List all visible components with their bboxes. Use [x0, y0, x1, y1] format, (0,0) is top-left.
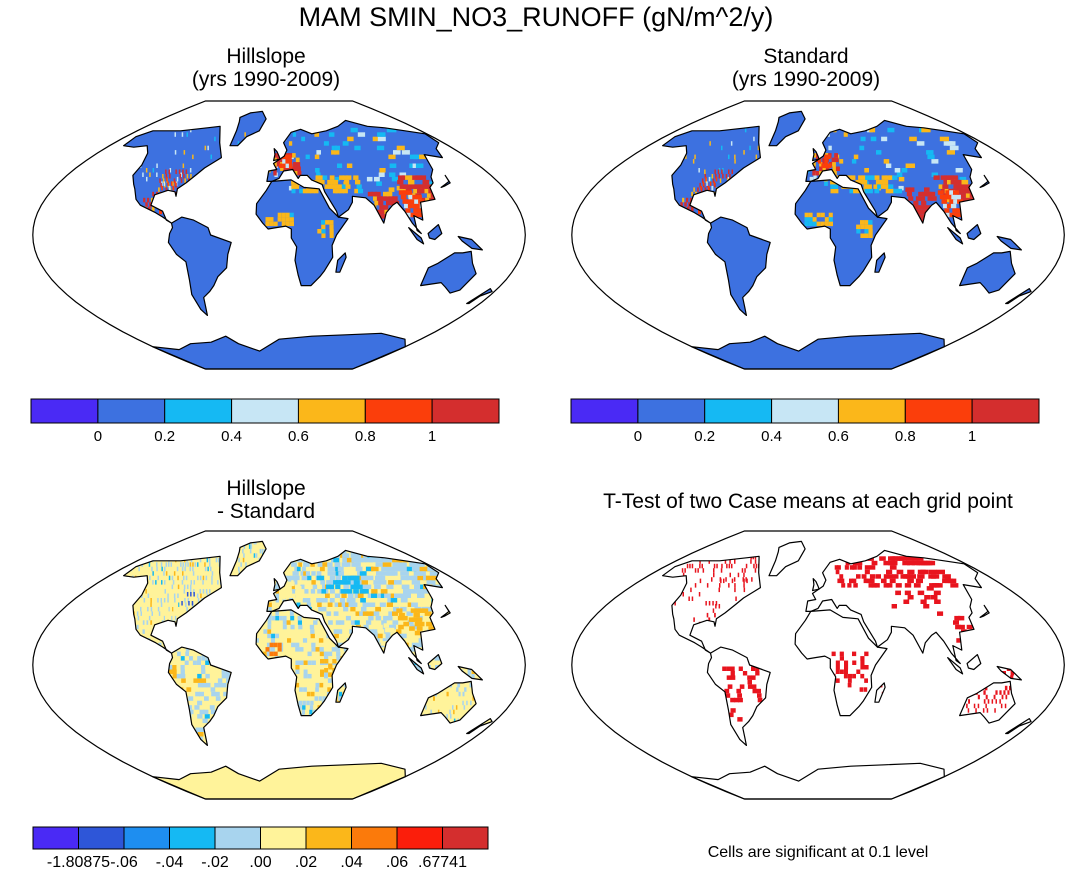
colorbar-difference: -1.80875 -.06 -.04 -.02 .00 .02 .04 .06 .67741 [32, 826, 489, 871]
colorbar-box-2 [704, 398, 773, 424]
land-antarctica [152, 763, 406, 799]
land-britain [812, 578, 820, 591]
colorbar-box-5 [260, 826, 307, 850]
colorbar-tick-label: 0 [94, 428, 102, 445]
colorbar-tick-label: 0.6 [828, 428, 849, 445]
colorbar-box-6 [431, 398, 500, 424]
significance-note: Cells are significant at 0.1 level [707, 844, 929, 861]
colorbar-tick-label: -1.80875 [47, 854, 110, 871]
colorbar-box-4 [214, 826, 261, 850]
panel-title-difference: Hillslope - Standard [116, 477, 416, 523]
colorbar-box-8 [396, 826, 443, 850]
ocean [32, 101, 526, 369]
land-africa [795, 179, 887, 286]
panel-hillslope-subtitle: (yrs 1990-2009) [191, 68, 341, 91]
globe-outline [32, 530, 526, 800]
coastlines [123, 110, 493, 370]
ocean [571, 101, 1065, 369]
colorbar-tick-label: -.02 [201, 854, 229, 871]
colorbar-hillslope: 0 0.2 0.4 0.6 0.8 1 [30, 398, 500, 445]
colorbar-box-2 [164, 398, 233, 424]
land-southamerica [168, 217, 232, 316]
colorbar-box-0 [30, 398, 99, 424]
colorbar-tick-label: .67741 [418, 854, 467, 871]
colorbar-box-5 [904, 398, 973, 424]
land-antarctica [152, 333, 406, 369]
land-southamerica [707, 217, 771, 316]
colorbar-box-2 [123, 826, 170, 850]
colorbar-tick-label: 1 [968, 428, 976, 445]
ocean [32, 531, 526, 799]
land-madagascar [335, 252, 347, 273]
colorbar-box-4 [297, 398, 366, 424]
panel-difference-title: Hillslope [226, 477, 306, 500]
colorbar-standard: 0 0.2 0.4 0.6 0.8 1 [570, 398, 1040, 445]
colorbar-tick-label: -.04 [156, 854, 184, 871]
coastlines [123, 540, 493, 800]
colorbar-box-7 [351, 826, 398, 850]
land-greenland [769, 541, 806, 576]
colorbar-box-5 [364, 398, 433, 424]
land-madagascar [874, 682, 886, 703]
land-australia [420, 251, 477, 294]
land-newguinea [997, 666, 1022, 680]
colorbar-box-6 [305, 826, 352, 850]
colorbar-box-9 [442, 826, 489, 850]
colorbar-box-3 [771, 398, 840, 424]
globe-outline [571, 100, 1065, 370]
colorbar-tick-label: 0.2 [694, 428, 715, 445]
map-standard [571, 100, 1065, 370]
map-hillslope [32, 100, 526, 370]
colorbar-box-1 [637, 398, 706, 424]
land-africa [256, 179, 348, 286]
colorbar-tick-label: 0.4 [761, 428, 782, 445]
land-sumatra [947, 227, 963, 244]
colorbar-tick-label: 0.6 [288, 428, 309, 445]
panel-standard-subtitle: (yrs 1990-2009) [731, 68, 881, 91]
land-australia [959, 251, 1016, 294]
colorbar-tick-label: 0.4 [221, 428, 242, 445]
land-sumatra [947, 657, 963, 674]
globe-outline [32, 100, 526, 370]
colorbar-tick-label: -.06 [110, 854, 138, 871]
colorbar-tick-label: 1 [428, 428, 436, 445]
land-sumatra [408, 227, 424, 244]
colorbar-box-4 [837, 398, 906, 424]
colorbar-box-1 [97, 398, 166, 424]
colorbar-tick-label: 0.8 [895, 428, 916, 445]
land-greenland [230, 111, 267, 146]
land-australia [420, 681, 477, 724]
panel-title-standard: Standard (yrs 1990-2009) [656, 45, 956, 91]
land-newguinea [458, 236, 483, 250]
colorbar-tick-label: 0 [634, 428, 642, 445]
map-difference [32, 530, 526, 800]
land-greenland [769, 111, 806, 146]
land-madagascar [874, 252, 886, 273]
panel-difference-subtitle: - Standard [216, 500, 316, 523]
land-newguinea [997, 236, 1022, 250]
colorbar-tick-label: .04 [340, 854, 362, 871]
colorbar-tick-label: 0.8 [355, 428, 376, 445]
map-ttest [571, 530, 1065, 800]
panel-standard-title: Standard [763, 45, 849, 68]
ocean [571, 531, 1065, 799]
colorbar-box-0 [570, 398, 639, 424]
land-antarctica [691, 333, 945, 369]
coastlines [662, 110, 1032, 370]
colorbar-tick-label: .00 [249, 854, 271, 871]
globe-outline [571, 530, 1065, 800]
colorbar-tick-label: 0.2 [154, 428, 175, 445]
colorbar-box-1 [78, 826, 125, 850]
colorbar-tick-label: .02 [295, 854, 317, 871]
land-antarctica [691, 763, 945, 799]
figure-title: MAM SMIN_NO3_RUNOFF (gN/m^2/y) [298, 2, 774, 32]
colorbar-box-6 [971, 398, 1040, 424]
colorbar-box-3 [169, 826, 216, 850]
panel-title-ttest: T-Test of two Case means at each grid po… [603, 490, 1013, 513]
colorbar-tick-label: .06 [386, 854, 408, 871]
colorbar-box-0 [32, 826, 79, 850]
panel-title-hillslope: Hillslope (yrs 1990-2009) [116, 45, 416, 91]
colorbar-box-3 [231, 398, 300, 424]
panel-hillslope-title: Hillslope [226, 45, 306, 68]
